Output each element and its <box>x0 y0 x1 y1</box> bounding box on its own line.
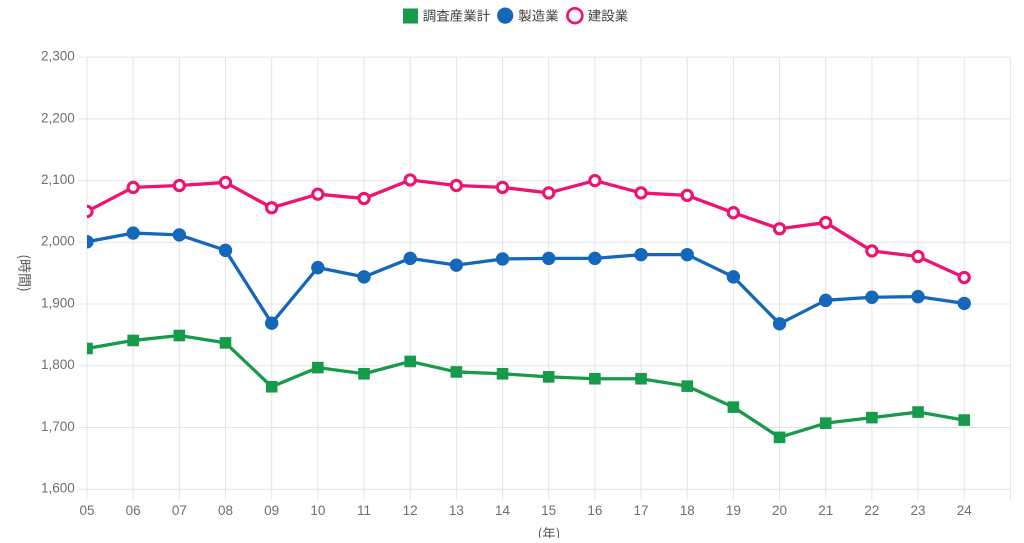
svg-text:23: 23 <box>911 503 926 518</box>
svg-text:2,100: 2,100 <box>41 172 75 187</box>
svg-text:21: 21 <box>818 503 833 518</box>
svg-text:16: 16 <box>587 503 602 518</box>
svg-text:19: 19 <box>726 503 741 518</box>
svg-text:24: 24 <box>957 503 973 518</box>
svg-text:13: 13 <box>449 503 464 518</box>
svg-text:2,000: 2,000 <box>41 234 75 249</box>
svg-text:2,200: 2,200 <box>41 110 75 125</box>
svg-text:20: 20 <box>772 503 787 518</box>
svg-text:1,700: 1,700 <box>41 419 75 434</box>
svg-text:09: 09 <box>264 503 279 518</box>
svg-text:2,300: 2,300 <box>41 49 75 64</box>
svg-text:17: 17 <box>634 503 649 518</box>
svg-text:06: 06 <box>126 503 141 518</box>
svg-text:14: 14 <box>495 503 511 518</box>
svg-text:08: 08 <box>218 503 233 518</box>
svg-text:07: 07 <box>172 503 187 518</box>
svg-text:12: 12 <box>403 503 418 518</box>
svg-text:1,800: 1,800 <box>41 357 75 372</box>
svg-text:22: 22 <box>864 503 879 518</box>
svg-text:11: 11 <box>357 503 371 518</box>
svg-text:10: 10 <box>310 503 325 518</box>
svg-text:18: 18 <box>680 503 695 518</box>
svg-text:15: 15 <box>541 503 556 518</box>
svg-text:1,600: 1,600 <box>41 481 75 496</box>
svg-text:1,900: 1,900 <box>41 295 75 310</box>
svg-text:05: 05 <box>79 503 94 518</box>
